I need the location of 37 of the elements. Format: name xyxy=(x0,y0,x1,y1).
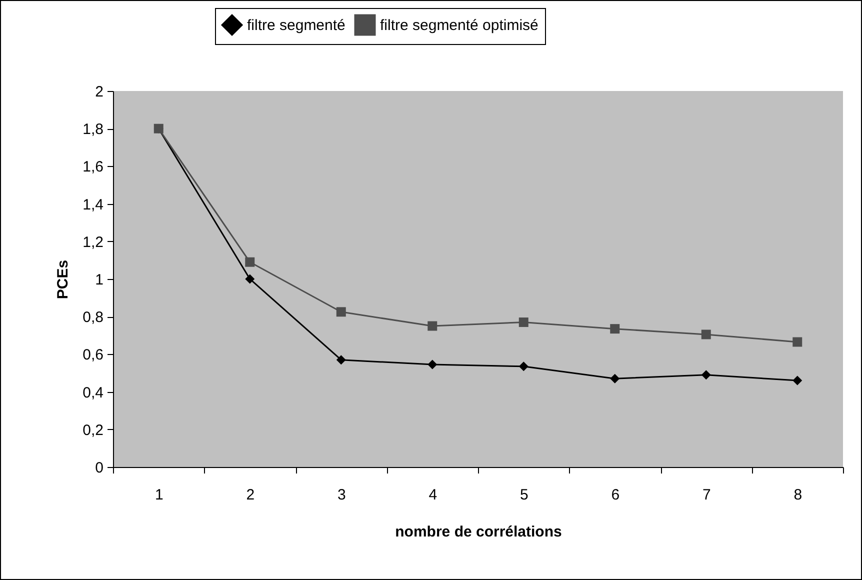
y-tick-label: 0,6 xyxy=(82,346,104,364)
point xyxy=(792,376,802,386)
y-tick-label: 1,6 xyxy=(82,158,104,176)
y-axis-title: PCEs xyxy=(54,260,72,300)
point xyxy=(518,317,528,327)
point xyxy=(610,374,620,384)
y-tick-label: 0,8 xyxy=(82,309,104,326)
point xyxy=(336,307,346,317)
x-tick-label: 3 xyxy=(337,486,346,504)
x-tick-label: 5 xyxy=(520,486,528,504)
y-tick-label: 1,4 xyxy=(82,196,104,214)
point xyxy=(518,362,528,372)
x-tick-label: 8 xyxy=(794,486,802,504)
x-axis-title: nombre de corrélations xyxy=(395,524,562,540)
y-tick-label: 0,2 xyxy=(82,422,104,439)
point xyxy=(701,370,711,380)
point xyxy=(701,330,711,340)
point xyxy=(428,321,438,331)
legend-label: filtre segmenté optimisé xyxy=(380,17,538,34)
point xyxy=(336,355,346,365)
x-tick-label: 1 xyxy=(154,486,164,504)
y-tick-label: 1,8 xyxy=(82,121,104,138)
x-tick-label: 7 xyxy=(702,486,711,504)
x-tick-label: 2 xyxy=(246,486,255,504)
legend-label: filtre segmenté xyxy=(247,17,346,34)
y-tick-label: 1,2 xyxy=(82,234,104,251)
point xyxy=(245,257,255,267)
y-tick-label: 0,4 xyxy=(82,384,104,402)
y-tick-label: 2 xyxy=(95,84,104,100)
y-tick-label: 1 xyxy=(95,272,104,288)
point xyxy=(610,324,620,334)
y-tick-label: 0 xyxy=(95,460,104,476)
point xyxy=(245,274,255,284)
x-tick-label: 6 xyxy=(611,486,620,504)
point xyxy=(792,337,802,347)
x-tick-label: 4 xyxy=(428,486,438,504)
point xyxy=(428,360,438,370)
